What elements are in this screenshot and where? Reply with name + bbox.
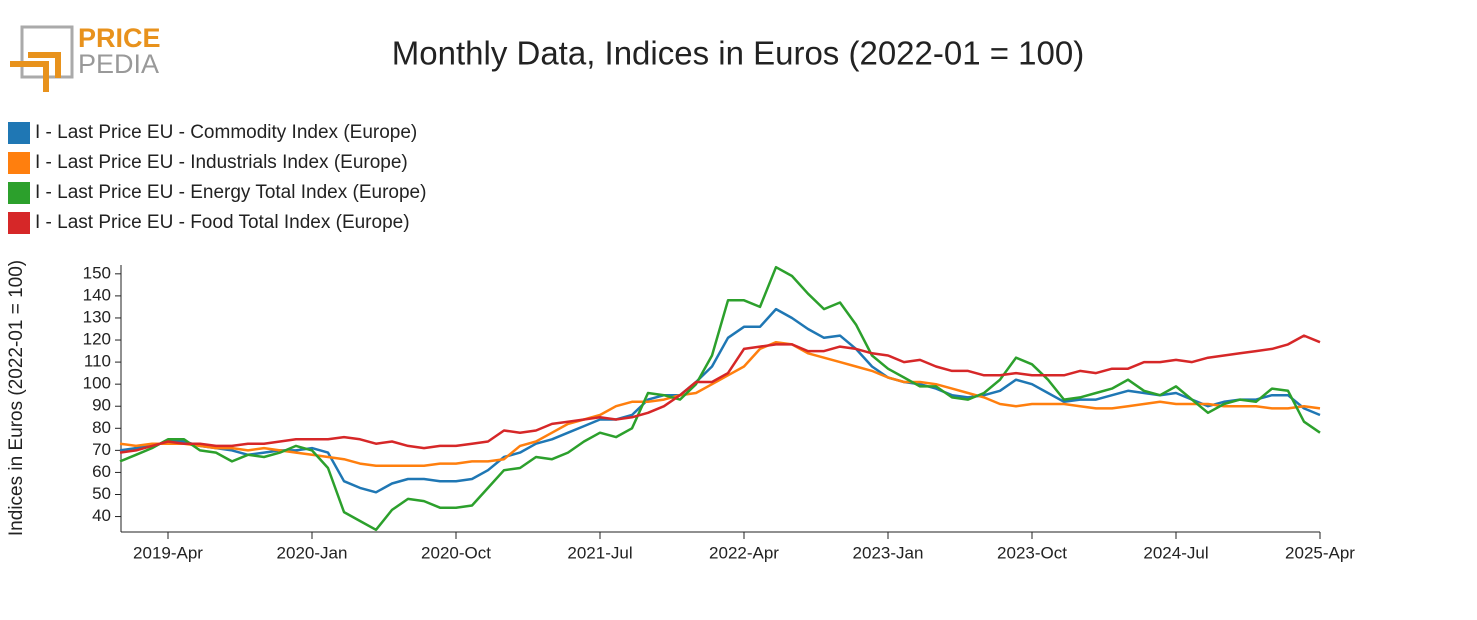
y-tick-label: 80 [92,418,111,437]
legend-swatch [8,182,30,204]
y-tick-label: 140 [83,285,111,304]
logo-bracket [10,61,49,92]
x-tick-label: 2023-Jan [853,543,924,562]
logo-text: PRICE [78,23,161,53]
y-tick-label: 50 [92,484,111,503]
y-axis-label: Indices in Euros (2022-01 = 100) [6,260,27,536]
x-tick-label: 2020-Oct [421,543,491,562]
logo-text: PEDIA [78,49,159,79]
chart-title: Monthly Data, Indices in Euros (2022-01 … [392,35,1084,72]
legend-swatch [8,122,30,144]
series-line [119,334,1321,454]
legend-label: I - Last Price EU - Energy Total Index (… [35,182,426,203]
logo-bracket [28,52,61,78]
series-line [119,340,1321,468]
legend-label: I - Last Price EU - Commodity Index (Eur… [35,122,417,143]
logo: PRICE PEDIA [10,23,161,92]
series-line [119,307,1321,494]
y-tick-label: 70 [92,440,111,459]
x-tick-label: 2023-Oct [997,543,1067,562]
y-tick-label: 130 [83,307,111,326]
x-tick-label: 2025-Apr [1285,543,1355,562]
y-tick-label: 40 [92,506,111,525]
y-tick-label: 150 [83,263,111,282]
y-tick-label: 110 [84,352,111,371]
x-tick-label: 2021-Jul [567,543,632,562]
series-line [119,265,1321,532]
legend-swatch [8,152,30,174]
legend-swatch [8,212,30,234]
x-tick-label: 2024-Jul [1143,543,1208,562]
x-tick-label: 2020-Jan [277,543,348,562]
y-tick-label: 90 [92,396,111,415]
y-tick-label: 120 [83,330,111,349]
x-tick-label: 2019-Apr [133,543,203,562]
y-tick-label: 60 [92,462,111,481]
y-tick-label: 100 [83,374,111,393]
legend-label: I - Last Price EU - Industrials Index (E… [35,152,408,173]
logo-frame [20,25,74,79]
x-tick-label: 2022-Apr [709,543,779,562]
legend-label: I - Last Price EU - Food Total Index (Eu… [35,212,410,233]
